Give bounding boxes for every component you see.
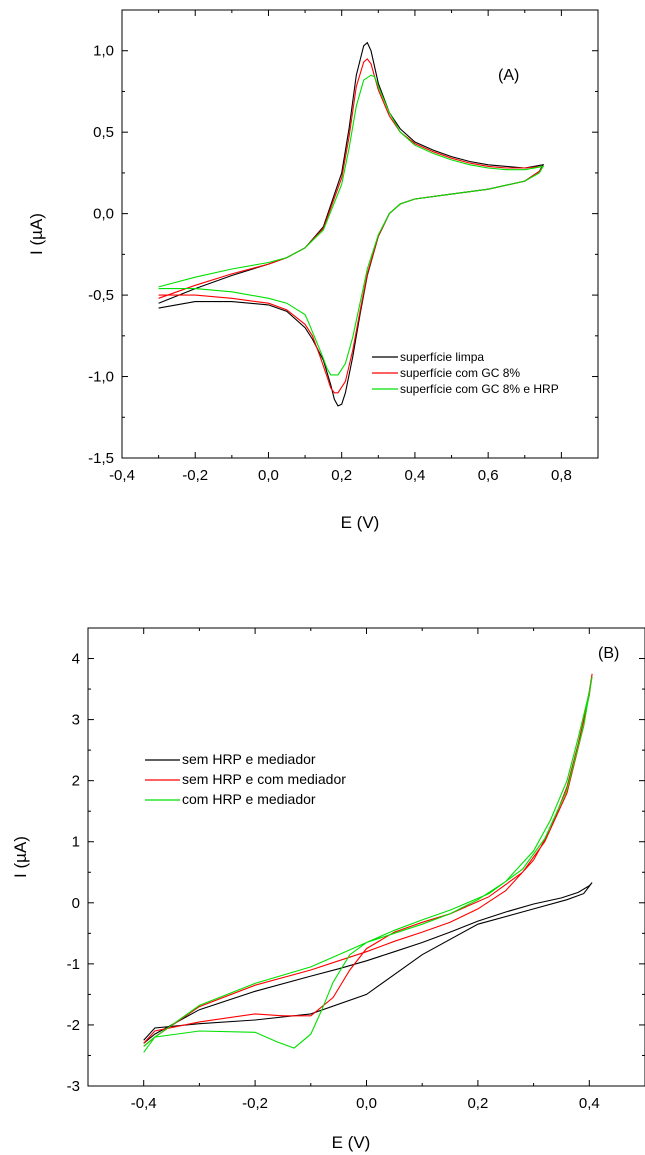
y-tick-label: -0,5 [88, 287, 114, 304]
chart-panel-b: -0,4 -0,2 0,0 0,2 0,4 -3 -2 -1 0 1 2 3 4 E (V) I (µA) (… [11, 627, 645, 1152]
legend-label: sem HRP e com mediador [182, 771, 346, 787]
y-tick-label: 0,5 [93, 124, 114, 141]
panel-label: (B) [598, 645, 619, 662]
y-axis-title: I (µA) [27, 213, 46, 255]
legend-label: superfície com GC 8% e HRP [400, 382, 559, 396]
series-line-3 [143, 676, 593, 1053]
x-tick-label: 0,0 [258, 467, 279, 484]
y-tick-label: -1,0 [88, 369, 114, 386]
x-axis-title: E (V) [341, 513, 380, 532]
legend-label: com HRP e mediador [182, 791, 316, 807]
x-tick-label: -0,2 [242, 1095, 268, 1112]
series-line-1 [143, 882, 593, 1044]
x-tick-label: -0,4 [109, 467, 135, 484]
series-line-2 [143, 673, 593, 1047]
y-tick-label: 0 [72, 895, 80, 912]
legend-label: superfície limpa [400, 350, 484, 364]
y-tick-label: -3 [67, 1078, 80, 1095]
series-line-3 [158, 74, 545, 376]
x-tick-label: 0,2 [467, 1095, 488, 1112]
y-axis-title: I (µA) [11, 836, 30, 878]
y-tick-label: 4 [72, 651, 80, 668]
y-tick-label: -1,5 [88, 450, 114, 467]
x-tick-label: 0,2 [331, 467, 352, 484]
x-tick-label: 0,4 [579, 1095, 600, 1112]
y-tick-label: 1,0 [93, 43, 114, 60]
panel-label: (A) [498, 67, 519, 84]
y-tick-label: -2 [67, 1017, 80, 1034]
x-axis-title: E (V) [332, 1133, 371, 1152]
x-tick-label: 0,6 [478, 467, 499, 484]
y-tick-label: -1 [67, 956, 80, 973]
x-tick-label: 0,8 [551, 467, 572, 484]
y-tick-label: 0,0 [93, 206, 114, 223]
y-tick-label: 3 [72, 712, 80, 729]
legend-label: superfície com GC 8% [400, 366, 520, 380]
x-tick-label: 0,4 [404, 467, 425, 484]
x-tick-label: -0,2 [182, 467, 208, 484]
y-tick-label: 1 [72, 834, 80, 851]
plot-frame [121, 9, 599, 459]
legend-label: sem HRP e mediador [182, 751, 316, 767]
plot-frame [87, 627, 645, 1087]
x-tick-label: 0,0 [356, 1095, 377, 1112]
x-tick-label: -0,4 [131, 1095, 157, 1112]
y-tick-label: 2 [72, 773, 80, 790]
chart-panel-a: -0,4 -0,2 0,0 0,2 0,4 0,6 0,8 -1,5 -1,0 -0,5 0,0 0,… [27, 9, 599, 532]
series-line-1 [158, 41, 545, 407]
